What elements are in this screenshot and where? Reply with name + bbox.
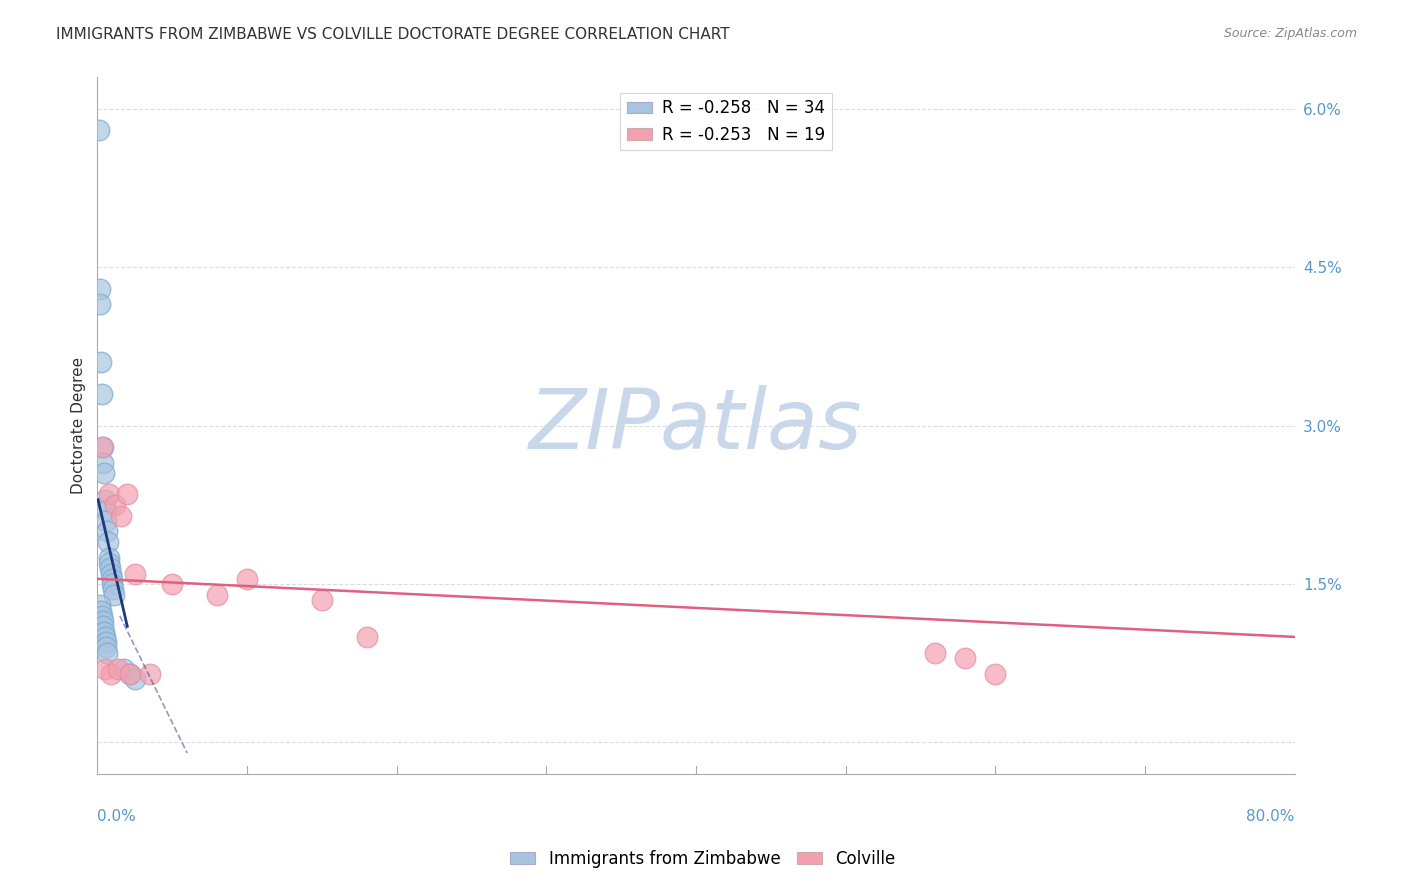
Text: Source: ZipAtlas.com: Source: ZipAtlas.com	[1223, 27, 1357, 40]
Point	[138, 666, 160, 681]
Point	[101, 577, 124, 591]
Point	[100, 572, 122, 586]
Point	[124, 672, 146, 686]
Point	[97, 535, 120, 549]
Point	[91, 440, 114, 454]
Point	[117, 487, 139, 501]
Point	[91, 614, 114, 628]
Point	[984, 666, 1007, 681]
Point	[89, 281, 111, 295]
Point	[98, 561, 121, 575]
Point	[104, 498, 127, 512]
Text: IMMIGRANTS FROM ZIMBABWE VS COLVILLE DOCTORATE DEGREE CORRELATION CHART: IMMIGRANTS FROM ZIMBABWE VS COLVILLE DOC…	[56, 27, 730, 42]
Point	[112, 662, 135, 676]
Point	[205, 588, 228, 602]
Point	[90, 387, 112, 401]
Point	[93, 467, 115, 481]
Point	[90, 440, 112, 454]
Point	[98, 556, 121, 570]
Point	[94, 630, 117, 644]
Legend: R = -0.258   N = 34, R = -0.253   N = 19: R = -0.258 N = 34, R = -0.253 N = 19	[620, 93, 832, 151]
Point	[87, 123, 110, 137]
Point	[955, 651, 977, 665]
Point	[311, 593, 333, 607]
Point	[91, 619, 114, 633]
Point	[89, 297, 111, 311]
Point	[90, 603, 112, 617]
Point	[107, 662, 129, 676]
Y-axis label: Doctorate Degree: Doctorate Degree	[72, 357, 86, 494]
Point	[94, 492, 117, 507]
Point	[120, 666, 142, 681]
Point	[160, 577, 183, 591]
Point	[97, 550, 120, 565]
Text: ZIPatlas: ZIPatlas	[529, 385, 863, 467]
Point	[924, 646, 946, 660]
Point	[96, 524, 118, 539]
Point	[356, 630, 378, 644]
Point	[120, 666, 142, 681]
Text: 0.0%: 0.0%	[97, 809, 136, 824]
Point	[94, 662, 117, 676]
Legend: Immigrants from Zimbabwe, Colville: Immigrants from Zimbabwe, Colville	[503, 844, 903, 875]
Point	[91, 456, 114, 470]
Point	[94, 503, 117, 517]
Point	[124, 566, 146, 581]
Point	[103, 588, 125, 602]
Point	[110, 508, 132, 523]
Point	[96, 646, 118, 660]
Text: 80.0%: 80.0%	[1246, 809, 1295, 824]
Point	[96, 640, 118, 655]
Point	[90, 355, 112, 369]
Point	[236, 572, 259, 586]
Point	[93, 624, 115, 639]
Point	[100, 666, 122, 681]
Point	[98, 487, 121, 501]
Point	[90, 608, 112, 623]
Point	[89, 599, 111, 613]
Point	[100, 566, 122, 581]
Point	[96, 514, 118, 528]
Point	[101, 582, 124, 597]
Point	[94, 635, 117, 649]
